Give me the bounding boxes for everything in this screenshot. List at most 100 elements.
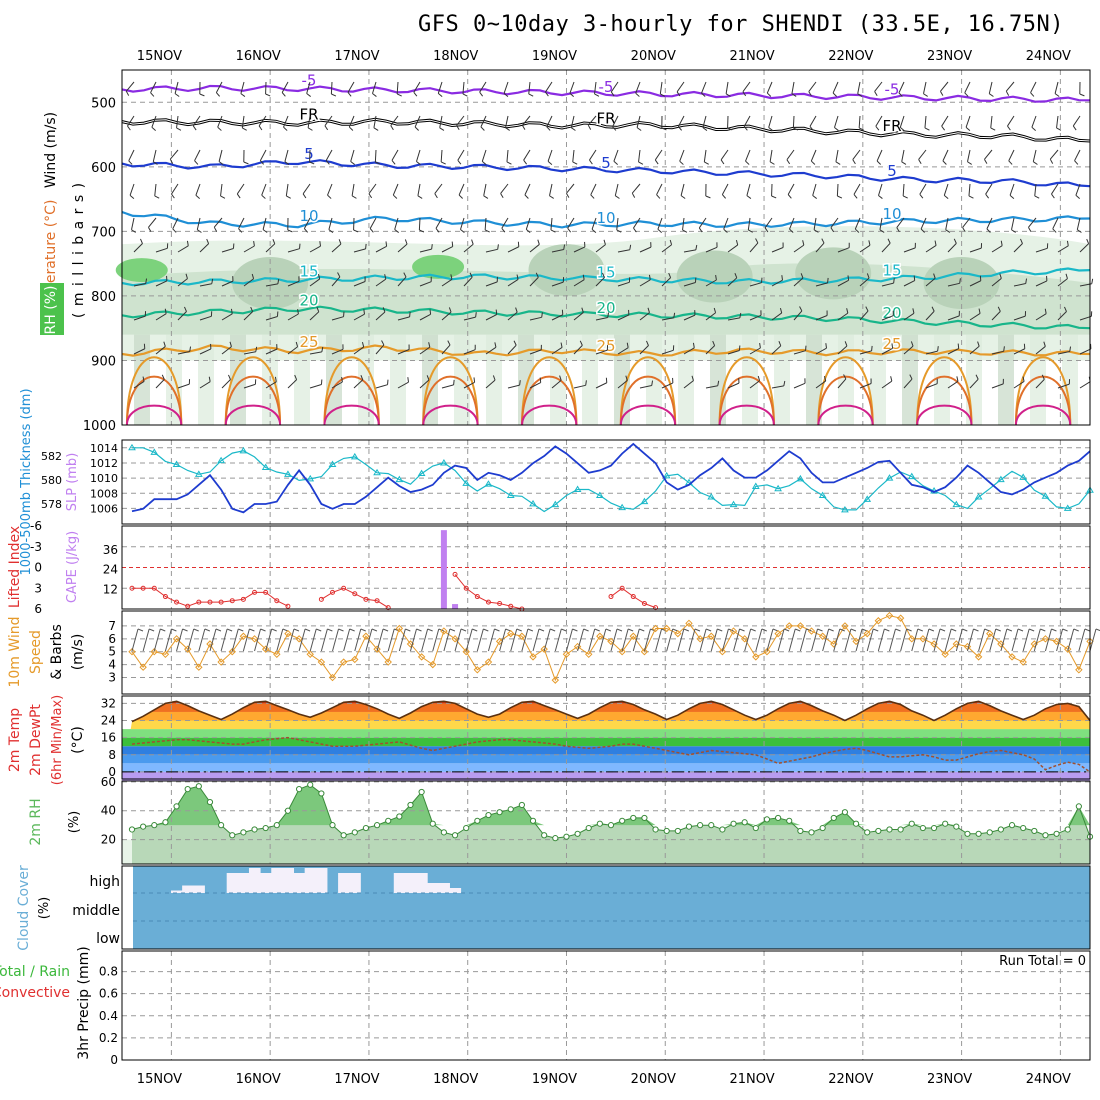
rh-marker xyxy=(630,814,637,822)
wind-speed-marker xyxy=(172,635,181,643)
wind-speed-marker xyxy=(339,658,348,666)
wind-barb xyxy=(1013,381,1025,389)
surface-wind-barb-flag xyxy=(137,628,144,632)
wind-speed-marker xyxy=(128,648,136,656)
wind-barb-flag xyxy=(1007,125,1011,131)
rh-marker xyxy=(619,817,626,824)
surface-wind-barb-flag xyxy=(817,628,823,632)
surface-wind-barb-flag xyxy=(939,628,946,632)
rh-marker xyxy=(318,790,325,797)
wind-barb xyxy=(351,183,355,196)
wind-barb-flag xyxy=(396,93,402,97)
wind-barb-flag xyxy=(368,193,373,199)
wind-barb-flag xyxy=(484,229,490,233)
wind-barb-flag xyxy=(515,307,518,313)
rh-marker xyxy=(418,788,425,796)
date-label-top: 23NOV xyxy=(927,49,972,64)
date-label-bottom: 16NOV xyxy=(236,1072,281,1087)
wind-barb xyxy=(287,248,300,253)
isotherm-label: 10 xyxy=(882,205,901,223)
wind-barb-flag xyxy=(416,161,421,165)
wind-barb-flag xyxy=(871,345,873,351)
rh-marker xyxy=(574,830,581,837)
rh-marker xyxy=(685,823,693,830)
wind-barb xyxy=(747,217,751,230)
wind-barb-flag xyxy=(243,161,249,165)
wind-speed-marker xyxy=(763,648,771,656)
slp-marker xyxy=(662,471,671,479)
wind-barb-flag xyxy=(480,126,485,131)
cloud-high-bar xyxy=(438,883,450,893)
surface-wind-barb-flag xyxy=(472,628,478,632)
wind-barb-flag xyxy=(654,159,659,165)
wind-barb-flag xyxy=(524,194,529,199)
slp-marker xyxy=(1019,473,1028,480)
wind-barb-flag xyxy=(778,340,782,347)
wind-barb-flag xyxy=(858,127,864,131)
wind-barb-flag xyxy=(1065,273,1068,279)
surface-wind-barb-flag xyxy=(906,628,912,632)
wind-barb xyxy=(243,383,256,389)
wind-barb-flag xyxy=(1051,193,1055,199)
wind-barb xyxy=(569,81,575,94)
pressure-tick: 800 xyxy=(91,290,116,305)
wind-barb xyxy=(1076,217,1081,230)
rh-marker xyxy=(786,817,793,824)
surface-wind-barb-flag xyxy=(171,628,177,632)
wind-barb-flag xyxy=(569,92,574,97)
wind-barb xyxy=(859,350,872,355)
wind-barb xyxy=(372,81,377,94)
wind-barb-flag xyxy=(943,195,949,199)
wind-barb-flag xyxy=(302,193,307,199)
wind-barb-flag xyxy=(550,229,556,233)
wind-speed-marker xyxy=(885,611,894,620)
wind-barb-flag xyxy=(825,343,827,349)
wind-barb-flag xyxy=(931,306,935,312)
surface-wind-barb-flag xyxy=(449,628,456,632)
wind-barb xyxy=(529,349,542,355)
rh-marker xyxy=(641,814,648,822)
wind-barb xyxy=(1074,149,1081,161)
surface-wind-barb xyxy=(788,628,796,652)
rh-marker xyxy=(730,820,737,827)
wind-barb xyxy=(1035,379,1045,389)
wind-barb-flag xyxy=(351,195,357,199)
wind-barb-flag xyxy=(673,312,676,318)
isotherm-label: 10 xyxy=(299,207,318,225)
rh-patch xyxy=(795,247,872,300)
wind-speed-marker xyxy=(429,660,437,669)
wind-barb xyxy=(633,217,641,229)
wind-barb-flag xyxy=(218,161,224,165)
wind-barb xyxy=(309,351,322,355)
wind-barb xyxy=(199,348,212,355)
wind-barb-flag xyxy=(1043,341,1046,347)
wind-barb-flag xyxy=(812,195,817,199)
surface-wind-barb xyxy=(978,628,986,652)
slp-marker xyxy=(573,485,582,492)
rh-marker xyxy=(1053,830,1060,837)
wind-barb xyxy=(924,115,927,128)
wind-barb-flag xyxy=(746,195,752,199)
wind-barb-flag xyxy=(164,308,167,314)
surface-wind-barb xyxy=(198,628,206,652)
wind-barb xyxy=(573,246,586,253)
cloud-high-bar xyxy=(449,888,462,893)
wind-barb xyxy=(1035,346,1046,355)
wind-barb xyxy=(925,310,935,321)
surface-wind-barb-flag xyxy=(683,628,690,632)
surface-wind-barb xyxy=(343,628,351,652)
wind-barb-flag xyxy=(734,272,738,279)
wind-barb xyxy=(617,380,628,389)
wind-barb-flag xyxy=(913,275,916,281)
wind-barb-flag xyxy=(755,238,759,244)
rh-marker xyxy=(875,827,882,835)
wind-barb xyxy=(169,149,179,160)
wind-barb xyxy=(155,379,165,389)
surface-wind-barb-flag xyxy=(293,628,300,632)
rh-area-high xyxy=(132,784,1090,826)
wind-barb xyxy=(881,380,893,389)
wind-barb-flag xyxy=(546,126,551,131)
wind-barb xyxy=(397,276,407,287)
wind-barb xyxy=(617,347,629,355)
rh-marker xyxy=(218,822,225,829)
